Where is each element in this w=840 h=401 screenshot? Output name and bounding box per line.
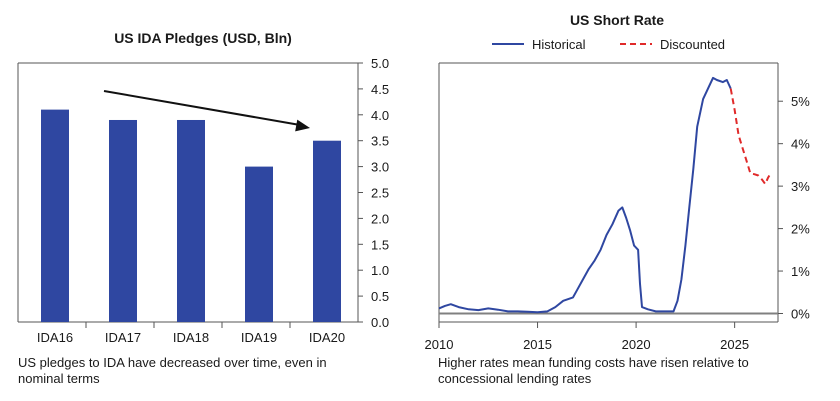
y-tick-label: 0%: [791, 307, 810, 322]
y-tick-label: 4.5: [371, 82, 389, 97]
y-tick-label: 3%: [791, 179, 810, 194]
legend-label-discounted: Discounted: [660, 37, 725, 52]
bar-ida17: [109, 119, 137, 322]
x-tick-label: IDA18: [173, 330, 209, 345]
bar-ida20: [313, 140, 341, 322]
rate-caption: Higher rates mean funding costs have ris…: [438, 355, 749, 386]
y-tick-label: 1.0: [371, 263, 389, 278]
y-tick-label: 2.0: [371, 211, 389, 226]
x-tick-label: 2010: [425, 337, 454, 352]
x-tick-label: 2020: [622, 337, 651, 352]
x-tick-label: 2025: [720, 337, 749, 352]
ida-bar-chart: 0.0 0.5 1.0 1.5 2.0 2.5 3.0 3.5 4.0 4.5 5.0 IDA16 ID…: [17, 56, 389, 345]
short-rate-panel: US Short Rate 0% 1% 2% 3% 4% 5% 2010 2015 2020 20…: [420, 0, 840, 401]
rate-chart-title: US Short Rate: [569, 12, 665, 28]
ida-chart-title: US IDA Pledges (USD, Bln): [114, 30, 292, 46]
y-tick-label: 1.5: [371, 237, 389, 252]
x-tick-label: IDA20: [309, 330, 345, 345]
y-tick-label: 4%: [791, 137, 810, 152]
x-tick-label: IDA17: [105, 330, 141, 345]
x-tick-label: IDA16: [37, 330, 73, 345]
y-tick-label: 3.5: [371, 134, 389, 149]
legend-label-historical: Historical: [532, 37, 586, 52]
bar-ida19: [245, 166, 273, 322]
y-tick-label: 5.0: [371, 56, 389, 71]
ida-pledges-panel: US IDA Pledges (USD, Bln) 0.0 0.5 1.0 1.5 2.…: [17, 30, 389, 386]
x-tick-label: IDA19: [241, 330, 277, 345]
x-tick-label: 2015: [523, 337, 552, 352]
bar-ida18: [177, 119, 205, 322]
y-tick-label: 2.5: [371, 186, 389, 201]
series-line-discounted: [729, 88, 771, 185]
bar-ida16: [41, 109, 69, 323]
y-tick-label: 3.0: [371, 160, 389, 175]
y-tick-label: 1%: [791, 264, 810, 279]
y-tick-label: 0.5: [371, 289, 389, 304]
y-tick-label: 5%: [791, 94, 810, 109]
y-tick-label: 4.0: [371, 108, 389, 123]
ida-caption: US pledges to IDA have decreased over ti…: [18, 355, 327, 386]
trend-arrow-head: [295, 119, 310, 132]
short-rate-line-chart: 0% 1% 2% 3% 4% 5% 2010 2015 2020 2025 Historical Di…: [425, 37, 811, 352]
trend-arrow-line: [103, 90, 301, 126]
y-tick-label: 2%: [791, 222, 810, 237]
series-line-historical: [438, 76, 732, 314]
y-tick-label: 0.0: [371, 315, 389, 330]
